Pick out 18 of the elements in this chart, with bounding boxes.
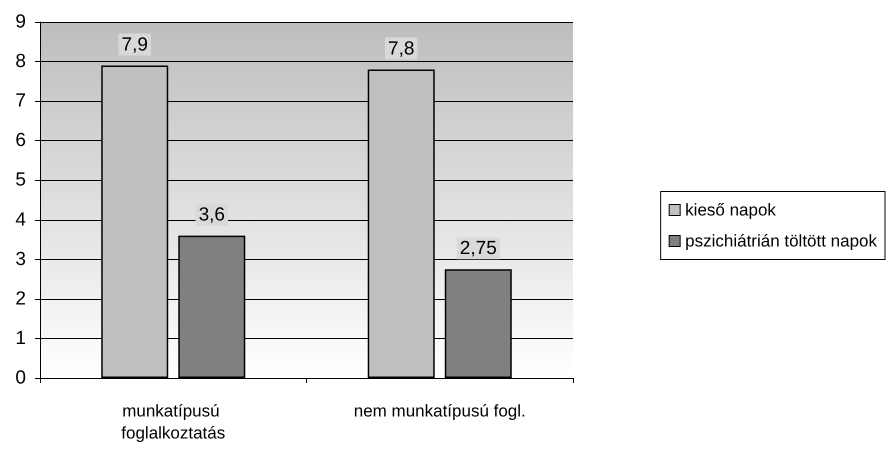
x-tick-label: munkatípusú foglalkoztatás	[121, 402, 226, 442]
y-tick-label: 6	[15, 130, 26, 152]
y-tick-label: 3	[15, 248, 26, 270]
y-tick-label: 1	[15, 328, 26, 349]
legend-label: pszichiátrián töltött napok	[685, 232, 878, 250]
data-label: 2,75	[460, 238, 497, 260]
data-label: 7,8	[388, 38, 414, 60]
y-tick-label: 4	[15, 209, 26, 230]
x-tick-label: nem munkatípusú fogl.	[354, 402, 526, 420]
data-label: 7,9	[122, 34, 148, 56]
y-tick-label: 7	[15, 90, 26, 112]
legend-label: kieső napok	[685, 200, 776, 220]
data-label: 3,6	[198, 204, 225, 226]
y-tick-label: 5	[15, 170, 26, 191]
y-tick-label: 2	[15, 288, 26, 310]
y-tick-label: 0	[15, 368, 26, 388]
y-tick-label: 8	[15, 51, 26, 72]
y-tick-label: 9	[15, 12, 26, 32]
